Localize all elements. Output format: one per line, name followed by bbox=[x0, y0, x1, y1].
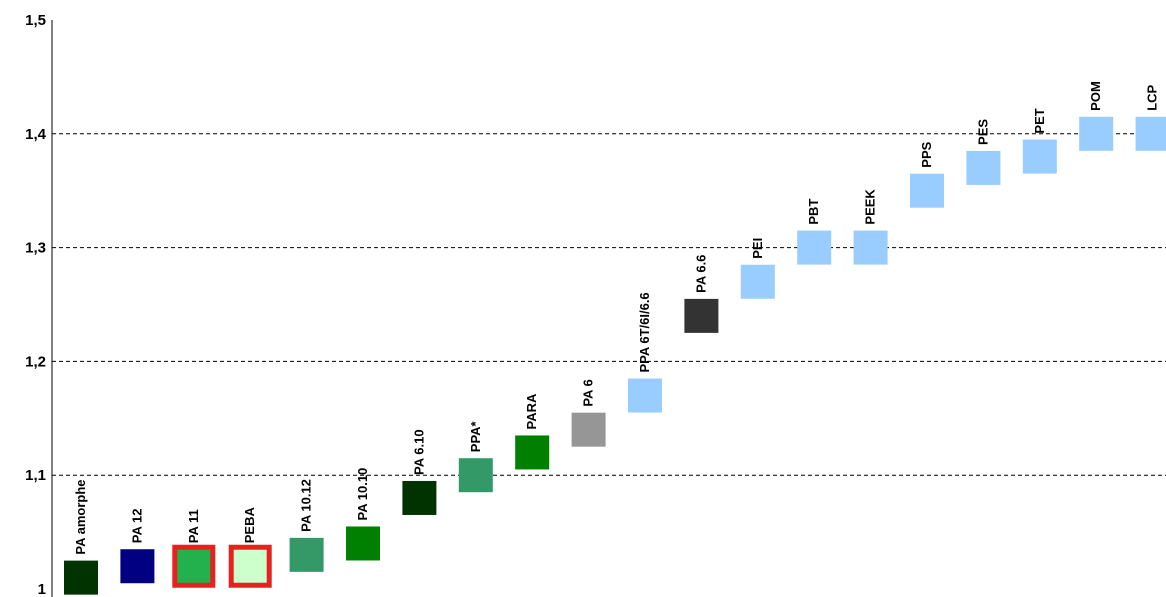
y-tick-label: 1 bbox=[38, 581, 46, 597]
marker bbox=[910, 173, 944, 208]
marker bbox=[1022, 139, 1057, 174]
point-label: PA 10.10 bbox=[355, 468, 370, 521]
point-label: PEBA bbox=[242, 507, 257, 544]
marker bbox=[853, 230, 888, 265]
point-label: PA 6 bbox=[581, 379, 596, 406]
point-label: PBT bbox=[806, 199, 821, 225]
point-label: PA 12 bbox=[129, 509, 144, 544]
marker bbox=[740, 264, 775, 299]
point-label: PA 6.10 bbox=[411, 429, 426, 475]
marker bbox=[64, 560, 98, 595]
point-label: PEI bbox=[750, 238, 765, 259]
marker bbox=[289, 537, 324, 572]
point-label-layer: PA amorphe PA 12 PA 11 PEBA PA 10.12 PA 10.10… bbox=[73, 81, 1160, 554]
marker-highlighted bbox=[172, 544, 216, 588]
y-tick-labels: 1 1,1 1,2 1,3 1,4 1,5 bbox=[25, 12, 47, 597]
point-label: PPS bbox=[919, 141, 934, 167]
marker-layer bbox=[64, 116, 1166, 595]
marker bbox=[515, 435, 550, 470]
marker bbox=[1079, 116, 1114, 151]
point-label: PA amorphe bbox=[73, 479, 88, 554]
marker bbox=[966, 150, 1001, 185]
point-label: PET bbox=[1032, 108, 1047, 133]
marker bbox=[120, 549, 155, 584]
marker-highlighted bbox=[228, 544, 272, 588]
point-label: PPA 6T/6I/6.6 bbox=[637, 292, 652, 372]
marker bbox=[1135, 116, 1166, 151]
marker bbox=[346, 526, 380, 561]
point-label: PA 10.12 bbox=[299, 479, 314, 532]
point-label: LCP bbox=[1145, 84, 1160, 110]
point-label: PPA* bbox=[468, 420, 483, 452]
marker bbox=[458, 458, 493, 493]
marker bbox=[797, 230, 832, 265]
y-tick-label: 1,2 bbox=[25, 353, 46, 370]
grid-layer bbox=[52, 133, 1166, 476]
point-label: PA 6.6 bbox=[693, 255, 708, 293]
y-tick-label: 1,1 bbox=[25, 467, 46, 484]
marker bbox=[684, 298, 719, 333]
point-label: PES bbox=[975, 119, 990, 145]
marker bbox=[628, 378, 662, 413]
marker bbox=[402, 480, 437, 515]
point-label: POM bbox=[1088, 81, 1103, 111]
point-label: PARA bbox=[524, 393, 539, 429]
point-label: PEEK bbox=[863, 189, 878, 225]
y-tick-label: 1,5 bbox=[25, 12, 46, 29]
marker bbox=[571, 412, 606, 447]
y-tick-label: 1,3 bbox=[25, 240, 46, 257]
point-label: PA 11 bbox=[186, 509, 201, 543]
y-tick-label: 1,4 bbox=[25, 126, 47, 143]
